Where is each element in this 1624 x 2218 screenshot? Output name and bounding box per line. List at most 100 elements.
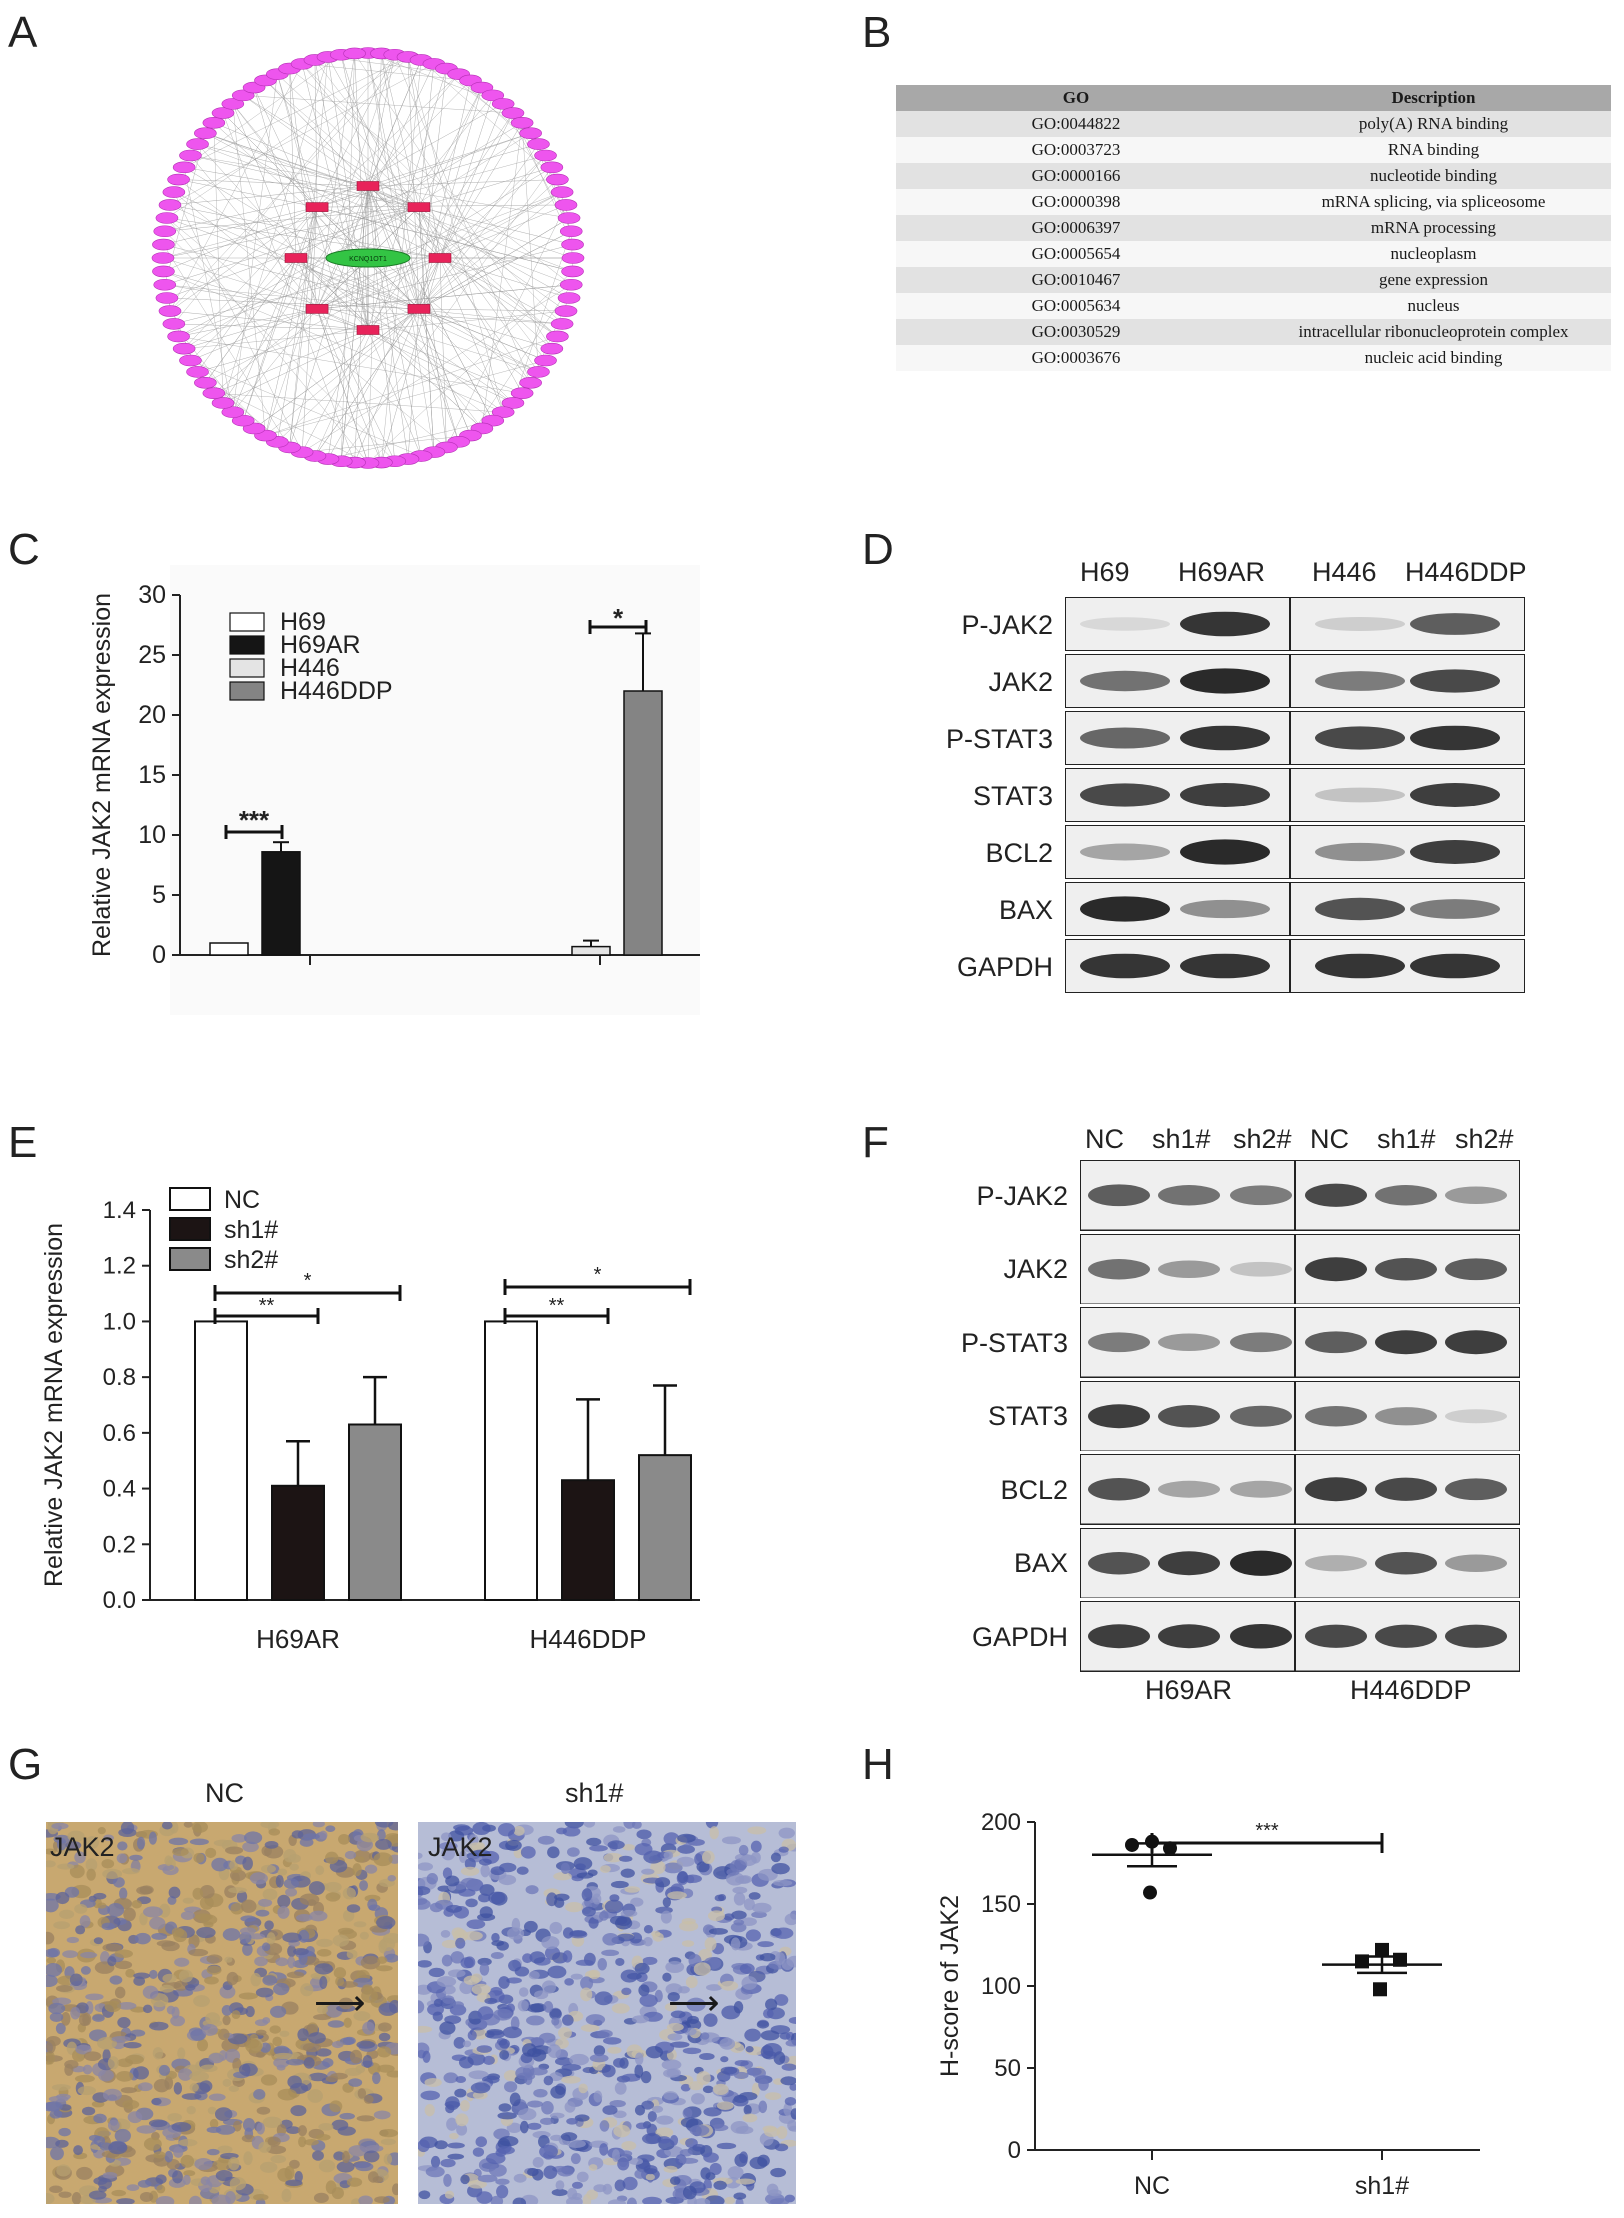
ihc-cell xyxy=(458,2056,474,2069)
blot-column-label: H69 xyxy=(1080,557,1130,587)
network-edge xyxy=(197,308,419,373)
ihc-cell xyxy=(476,2045,493,2053)
ihc-cell xyxy=(743,2104,752,2115)
network-edge xyxy=(439,112,514,259)
ihc-cell xyxy=(213,1839,232,1847)
ihc-cell xyxy=(620,1909,638,1918)
ihc-cell xyxy=(299,1893,320,1906)
ihc-cell xyxy=(122,1868,140,1875)
ihc-cell xyxy=(362,2021,375,2035)
ihc-cell xyxy=(224,1956,233,1963)
blot-strip xyxy=(1065,711,1525,765)
blot-band xyxy=(1305,1477,1367,1502)
ihc-cell xyxy=(763,2127,780,2137)
ihc-cell xyxy=(589,2053,609,2063)
ihc-cell xyxy=(498,1874,517,1886)
blot-band xyxy=(1315,726,1405,750)
x-category-label: NC xyxy=(1134,2172,1170,2200)
ihc-cell xyxy=(462,2040,472,2048)
ihc-cell xyxy=(513,1825,525,1836)
go-id-cell: GO:0003676 xyxy=(896,345,1256,371)
network-edge xyxy=(289,185,369,448)
panel-label-e: E xyxy=(8,1118,38,1167)
ihc-cell xyxy=(716,2101,734,2110)
ihc-cell xyxy=(718,1893,727,1901)
network-edge xyxy=(367,185,409,460)
ihc-cell xyxy=(566,1847,580,1857)
network-edge xyxy=(341,167,553,462)
ihc-cell xyxy=(495,2178,510,2185)
ihc-cell xyxy=(46,1948,59,1958)
network-outer-node xyxy=(167,330,190,343)
ihc-cell xyxy=(622,1843,635,1851)
network-outer-node xyxy=(153,225,177,238)
network-edge xyxy=(166,206,419,299)
ihc-cell xyxy=(261,1942,271,1952)
ihc-cell xyxy=(765,1998,778,2011)
ihc-cell xyxy=(208,2052,224,2064)
ihc-cell xyxy=(550,2134,563,2141)
blot-band xyxy=(1445,1624,1507,1648)
blot-band xyxy=(1080,617,1170,631)
ihc-cell xyxy=(558,2027,572,2039)
network-edge xyxy=(316,308,369,464)
ihc-cell xyxy=(784,2096,796,2106)
ihc-cell xyxy=(534,1990,549,2000)
ihc-cell xyxy=(255,1987,274,1998)
ihc-cell xyxy=(517,1999,529,2012)
go-description-cell: mRNA splicing, via spliceosome xyxy=(1256,189,1611,215)
ihc-cell xyxy=(593,2045,606,2057)
ihc-cell xyxy=(565,1902,584,1913)
ihc-cell xyxy=(476,2191,493,2204)
ihc-cell xyxy=(238,1992,258,2000)
ihc-cell xyxy=(490,2195,504,2204)
network-edge xyxy=(166,217,447,448)
ihc-cell xyxy=(357,2088,367,2099)
ihc-cell xyxy=(336,2161,355,2173)
blot-band xyxy=(1180,668,1270,694)
ihc-cell xyxy=(275,1957,289,1967)
ihc-cell xyxy=(180,2154,195,2168)
network-edge xyxy=(289,68,297,259)
ihc-cell xyxy=(734,2059,749,2067)
network-edge xyxy=(418,143,539,310)
network-outer-node xyxy=(540,342,564,355)
ihc-cell xyxy=(770,1852,782,1863)
network-edge xyxy=(169,204,441,259)
ihc-cell xyxy=(241,2134,256,2143)
ihc-cell xyxy=(279,2030,290,2037)
ihc-cell xyxy=(448,1830,465,1842)
ihc-cell xyxy=(50,2146,64,2161)
ihc-cell xyxy=(344,1850,357,1860)
ihc-cell xyxy=(452,2001,465,2009)
network-edge xyxy=(213,308,318,394)
ihc-cell xyxy=(682,2047,702,2055)
ihc-cell xyxy=(574,2114,590,2122)
ihc-cell xyxy=(466,1919,486,1929)
ihc-cell xyxy=(378,2022,392,2032)
go-table-row: GO:0010467 gene expression xyxy=(896,267,1611,293)
ihc-cell xyxy=(182,2174,191,2185)
ihc-cell xyxy=(613,2124,631,2138)
network-edge xyxy=(232,206,318,413)
ihc-cell xyxy=(458,1888,476,1897)
ihc-cell xyxy=(325,1892,341,1902)
ihc-cell xyxy=(185,1984,196,1991)
network-edge xyxy=(354,257,441,463)
ihc-cell xyxy=(732,2096,749,2107)
network-edge xyxy=(184,167,420,310)
ihc-cell xyxy=(616,1933,635,1942)
blot-strip xyxy=(1080,1233,1520,1304)
network-edge xyxy=(190,155,419,208)
blot-band xyxy=(1315,671,1405,691)
y-tick-label: 1.0 xyxy=(103,1308,136,1335)
blot-band xyxy=(1158,1550,1220,1575)
ihc-cell xyxy=(171,2122,192,2132)
ihc-cell xyxy=(275,1874,284,1888)
ihc-cell xyxy=(122,2099,140,2110)
data-point xyxy=(1125,1837,1139,1852)
ihc-cell xyxy=(114,1949,133,1958)
ihc-cell xyxy=(339,1981,358,1988)
network-edge xyxy=(418,206,504,413)
ihc-cell xyxy=(107,1903,125,1917)
